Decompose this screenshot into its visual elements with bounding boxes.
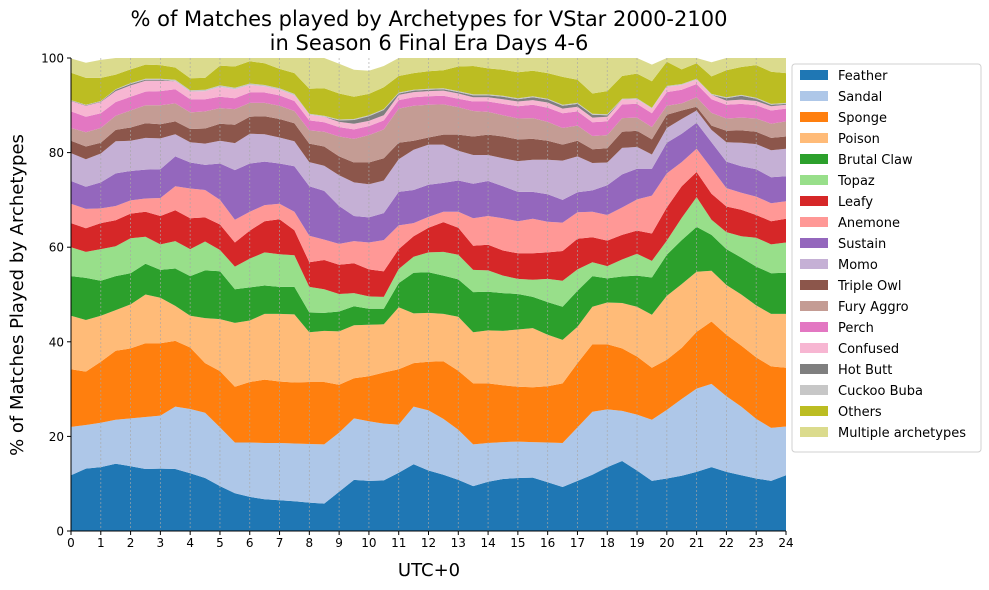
y-axis-label: % of Matches Played by Archetypes bbox=[7, 134, 28, 456]
legend-label-leafy: Leafy bbox=[838, 195, 873, 210]
legend-swatch-sustain bbox=[800, 238, 828, 248]
legend-swatch-sandal bbox=[800, 91, 828, 101]
legend-swatch-brutal-claw bbox=[800, 154, 828, 164]
legend-swatch-cuckoo-buba bbox=[800, 385, 828, 395]
legend-label-cuckoo-buba: Cuckoo Buba bbox=[838, 384, 923, 399]
x-tick-label: 19 bbox=[629, 536, 644, 550]
y-tick-label: 0 bbox=[56, 525, 64, 539]
x-tick-label: 5 bbox=[216, 536, 224, 550]
legend-label-brutal-claw: Brutal Claw bbox=[838, 153, 913, 168]
x-axis-label: UTC+0 bbox=[398, 560, 460, 581]
legend-label-sponge: Sponge bbox=[838, 111, 887, 126]
x-tick-label: 12 bbox=[421, 536, 436, 550]
x-tick-label: 15 bbox=[510, 536, 525, 550]
legend-label-multiple-archetypes: Multiple archetypes bbox=[838, 426, 966, 441]
x-tick-label: 7 bbox=[276, 536, 284, 550]
legend: Feather Sandal Sponge Poison Brutal Claw Topa… bbox=[791, 63, 982, 453]
x-tick-label: 14 bbox=[480, 536, 495, 550]
legend-swatch-multiple-archetypes bbox=[800, 427, 828, 437]
area-sustain bbox=[71, 122, 786, 244]
x-tick-label: 23 bbox=[749, 536, 764, 550]
legend-frame bbox=[791, 63, 982, 453]
x-tick-label: 11 bbox=[391, 536, 406, 550]
x-tick-label: 18 bbox=[600, 536, 615, 550]
y-tick-label: 80 bbox=[49, 146, 64, 160]
vertical-gridlines bbox=[100, 58, 757, 531]
legend-label-feather: Feather bbox=[838, 69, 888, 84]
legend-swatch-poison bbox=[800, 133, 828, 143]
x-tick-label: 9 bbox=[335, 536, 343, 550]
legend-label-topaz: Topaz bbox=[837, 174, 875, 189]
legend-label-triple-owl: Triple Owl bbox=[837, 279, 901, 294]
x-tick-label: 10 bbox=[361, 536, 376, 550]
legend-swatch-others bbox=[800, 406, 828, 416]
x-tick-label: 24 bbox=[778, 536, 793, 550]
legend-swatch-sponge bbox=[800, 112, 828, 122]
legend-label-sandal: Sandal bbox=[838, 90, 882, 105]
legend-swatch-fury-aggro bbox=[800, 301, 828, 311]
legend-label-anemone: Anemone bbox=[838, 216, 900, 231]
x-tick-label: 4 bbox=[186, 536, 194, 550]
area-perch bbox=[71, 84, 786, 139]
legend-swatch-leafy bbox=[800, 196, 828, 206]
legend-label-hot-butt: Hot Butt bbox=[838, 363, 892, 378]
legend-label-perch: Perch bbox=[838, 321, 874, 336]
y-tick-label: 100 bbox=[41, 52, 64, 66]
legend-label-others: Others bbox=[838, 405, 882, 420]
legend-swatch-topaz bbox=[800, 175, 828, 185]
legend-label-confused: Confused bbox=[838, 342, 899, 357]
legend-swatch-feather bbox=[800, 70, 828, 80]
x-tick-label: 20 bbox=[659, 536, 674, 550]
y-axis-ticks: 0 20 40 60 80 100 bbox=[41, 52, 71, 539]
legend-label-poison: Poison bbox=[838, 132, 880, 147]
chart-title-line1: % of Matches played by Archetypes for VS… bbox=[131, 7, 728, 31]
y-tick-label: 20 bbox=[49, 430, 64, 444]
x-tick-label: 0 bbox=[67, 536, 75, 550]
area-confused bbox=[71, 79, 786, 130]
x-tick-label: 21 bbox=[689, 536, 704, 550]
x-tick-label: 16 bbox=[540, 536, 555, 550]
x-tick-label: 22 bbox=[719, 536, 734, 550]
x-tick-label: 17 bbox=[570, 536, 585, 550]
y-tick-label: 60 bbox=[49, 241, 64, 255]
x-tick-label: 2 bbox=[127, 536, 135, 550]
area-anemone bbox=[71, 148, 786, 272]
legend-swatch-perch bbox=[800, 322, 828, 332]
legend-swatch-momo bbox=[800, 259, 828, 269]
x-tick-label: 8 bbox=[306, 536, 314, 550]
chart-title-line2: in Season 6 Final Era Days 4-6 bbox=[270, 31, 589, 55]
y-tick-label: 40 bbox=[49, 335, 64, 349]
x-tick-label: 1 bbox=[97, 536, 105, 550]
x-axis-ticks: 0 1 2 3 4 5 6 7 8 9 10 11 12 13 14 15 16 17 18 19 20 21 22 23 24 bbox=[67, 531, 794, 550]
x-tick-label: 6 bbox=[246, 536, 254, 550]
legend-label-sustain: Sustain bbox=[838, 237, 886, 252]
legend-swatch-confused bbox=[800, 343, 828, 353]
legend-swatch-hot-butt bbox=[800, 364, 828, 374]
legend-swatch-anemone bbox=[800, 217, 828, 227]
x-tick-label: 13 bbox=[451, 536, 466, 550]
legend-label-fury-aggro: Fury Aggro bbox=[838, 300, 909, 315]
legend-swatch-triple-owl bbox=[800, 280, 828, 290]
legend-label-momo: Momo bbox=[838, 258, 878, 273]
x-tick-label: 3 bbox=[157, 536, 165, 550]
